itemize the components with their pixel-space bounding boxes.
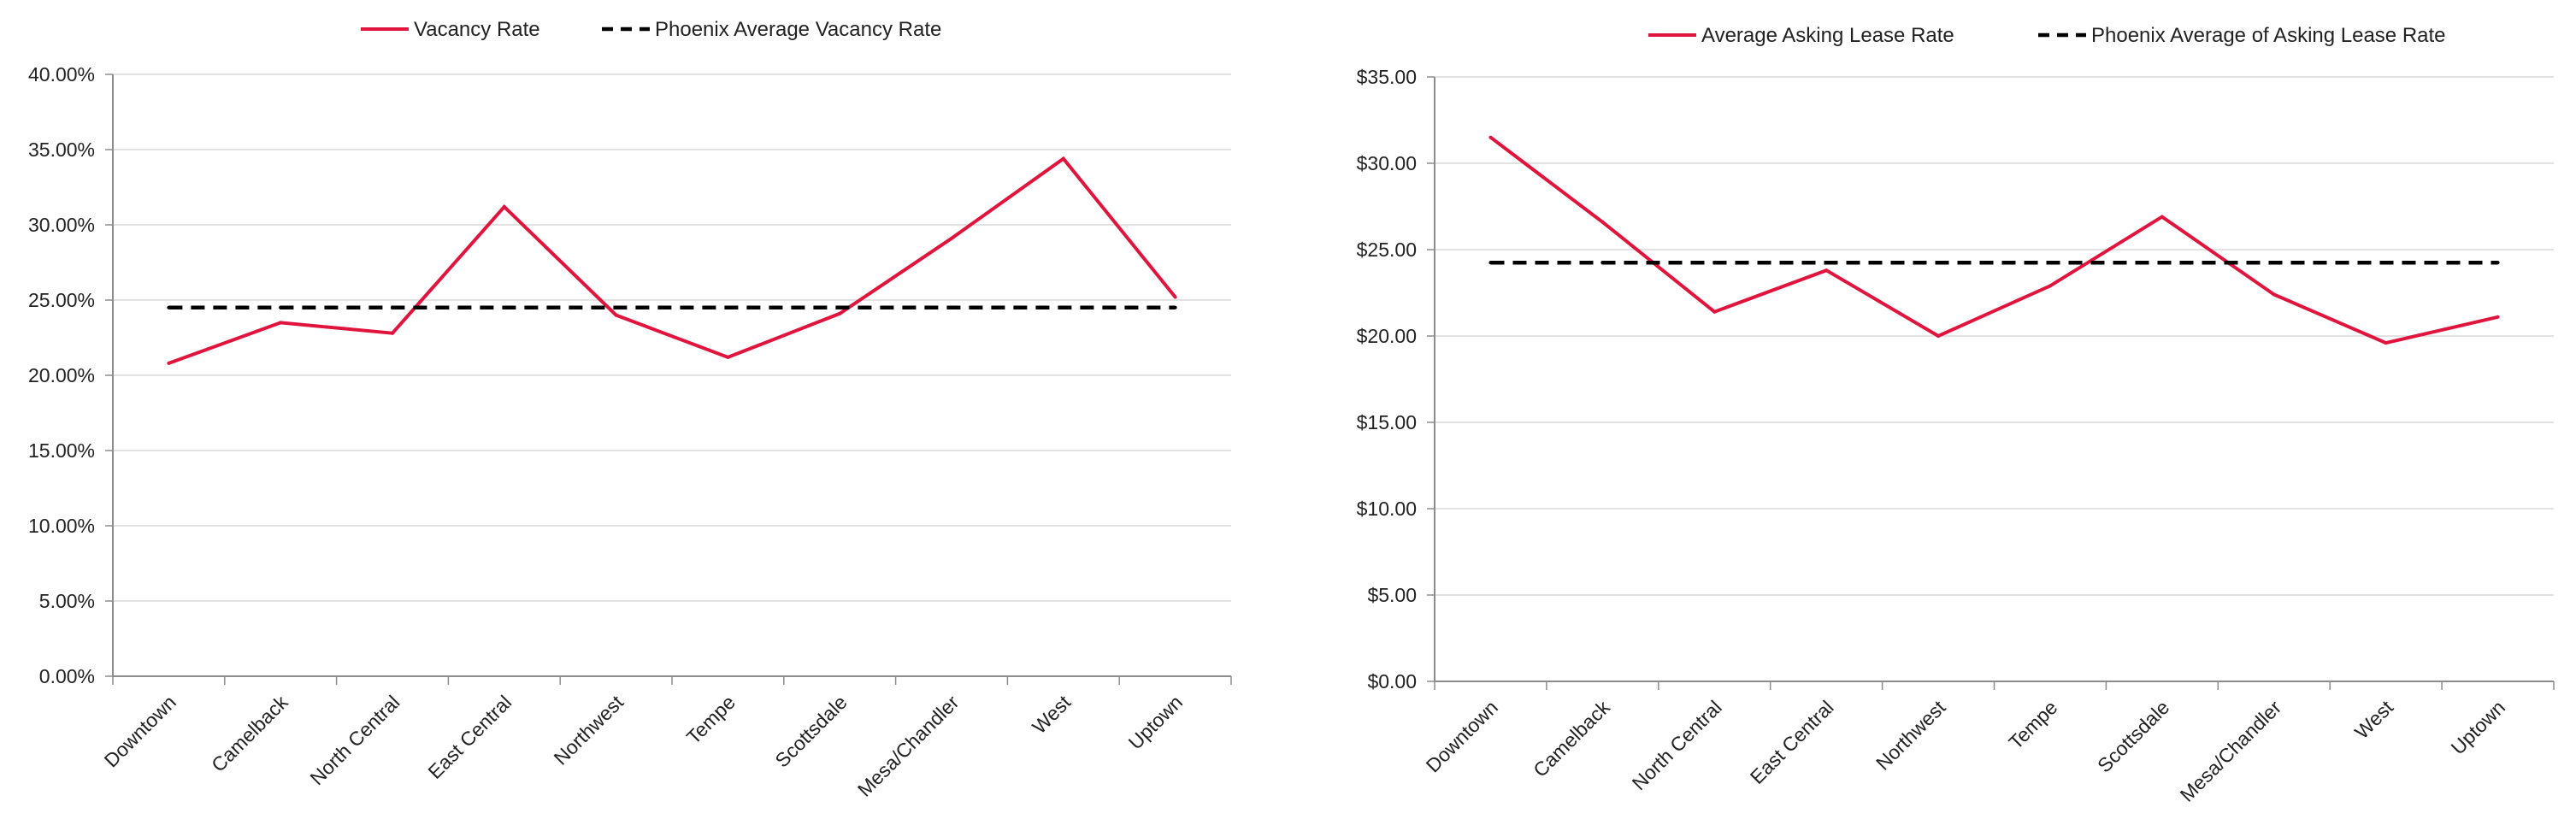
data-point <box>614 305 618 309</box>
data-point <box>1712 309 1717 314</box>
data-point <box>2048 284 2052 288</box>
legend: Average Asking Lease Rate Phoenix Average… <box>1648 24 2446 47</box>
x-tick-label: Downtown <box>100 691 180 771</box>
x-tick-label: Tempe <box>682 691 740 748</box>
legend-label: Average Asking Lease Rate <box>1701 24 1954 47</box>
y-tick-label: 25.00% <box>28 289 95 311</box>
x-tick-label: Uptown <box>2447 696 2510 759</box>
data-point <box>950 236 953 240</box>
data-point <box>1600 261 1605 265</box>
data-point <box>2272 292 2276 297</box>
x-tick-label: North Central <box>305 691 404 789</box>
legend-label: Vacancy Rate <box>414 18 540 41</box>
data-point <box>1824 268 1829 273</box>
data-point <box>1600 220 1605 224</box>
x-axis: Downtown Camelback North Central East Centr… <box>100 676 1232 801</box>
x-tick-label: Camelback <box>207 691 292 776</box>
data-point <box>391 305 394 309</box>
data-point <box>1061 305 1065 309</box>
x-tick-label: Uptown <box>1124 691 1188 754</box>
y-axis: $0.00 $5.00 $10.00 $15.00 $20.00 $25.00 $30.00… <box>1357 66 2554 692</box>
y-tick-label: 40.00% <box>28 63 95 85</box>
data-point <box>2048 261 2052 265</box>
data-point <box>2160 261 2164 265</box>
legend-label: Phoenix Average of Asking Lease Rate <box>2091 24 2446 47</box>
data-point <box>1173 295 1177 299</box>
legend: Vacancy Rate Phoenix Average Vacancy Rate <box>361 18 941 41</box>
data-point <box>2384 341 2388 345</box>
data-point <box>1173 305 1177 309</box>
y-tick-label: $5.00 <box>1367 584 1417 606</box>
y-tick-label: $35.00 <box>1357 66 1417 88</box>
data-point <box>1712 261 1717 265</box>
y-tick-label: 20.00% <box>28 364 95 386</box>
y-tick-label: 15.00% <box>28 439 95 462</box>
x-tick-label: Scottsdale <box>2093 696 2173 776</box>
data-point <box>502 305 506 309</box>
data-point <box>1488 261 1493 265</box>
data-point <box>1936 334 1941 338</box>
data-point <box>1936 261 1941 265</box>
y-tick-label: 30.00% <box>28 214 95 236</box>
data-point <box>2160 215 2164 219</box>
x-tick-label: Camelback <box>1529 696 1614 781</box>
data-point <box>726 355 730 359</box>
y-tick-label: $30.00 <box>1357 152 1417 174</box>
x-tick-label: West <box>1028 691 1076 739</box>
data-point <box>391 331 394 335</box>
legend-label: Phoenix Average Vacancy Rate <box>655 18 941 41</box>
y-tick-label: $0.00 <box>1367 670 1417 692</box>
data-point <box>279 305 283 309</box>
data-point <box>279 321 283 325</box>
data-point <box>167 361 171 365</box>
data-point <box>167 305 171 309</box>
x-tick-label: West <box>2350 696 2398 744</box>
data-point <box>2496 261 2500 265</box>
y-tick-label: 5.00% <box>39 590 95 612</box>
y-tick-label: $15.00 <box>1357 411 1417 433</box>
x-tick-label: East Central <box>1746 696 1838 788</box>
y-tick-label: 35.00% <box>28 138 95 161</box>
data-point <box>838 305 842 309</box>
x-tick-label: East Central <box>423 691 516 783</box>
data-point <box>1824 261 1829 265</box>
x-tick-label: Scottsdale <box>770 691 851 771</box>
y-tick-label: $25.00 <box>1357 239 1417 261</box>
x-tick-label: Northwest <box>550 691 628 769</box>
x-tick-label: Tempe <box>2004 696 2061 753</box>
series-line-1 <box>168 156 1177 365</box>
data-point <box>2496 315 2500 319</box>
y-axis: 0.00% 5.00% 10.00% 15.00% 20.00% 25.00% 30.00%… <box>28 63 1231 687</box>
x-tick-label: Northwest <box>1872 696 1950 775</box>
data-point <box>1061 156 1065 161</box>
series-line-1 <box>1489 136 2499 345</box>
x-tick-label: Downtown <box>1422 696 1502 776</box>
chart-2: $0.00 $5.00 $10.00 $15.00 $20.00 $25.00 $30.00… <box>1357 24 2555 806</box>
chart-1: 0.00% 5.00% 10.00% 15.00% 20.00% 25.00% 30.00%… <box>28 18 1232 801</box>
x-tick-label: North Central <box>1628 696 1726 794</box>
y-tick-label: $20.00 <box>1357 325 1417 347</box>
x-axis: Downtown Camelback North Central East Centr… <box>1422 681 2555 806</box>
y-tick-label: 0.00% <box>39 665 95 687</box>
y-tick-label: 10.00% <box>28 515 95 537</box>
x-tick-label: Mesa/Chandler <box>853 691 964 801</box>
data-point <box>2384 261 2388 265</box>
data-point <box>838 311 842 315</box>
data-point <box>1488 135 1493 139</box>
x-tick-label: Mesa/Chandler <box>2176 696 2286 806</box>
data-point <box>614 313 618 317</box>
data-point <box>502 204 506 209</box>
data-point <box>950 305 953 309</box>
y-tick-label: $10.00 <box>1357 498 1417 520</box>
data-point <box>2272 261 2276 265</box>
data-point <box>726 305 730 309</box>
